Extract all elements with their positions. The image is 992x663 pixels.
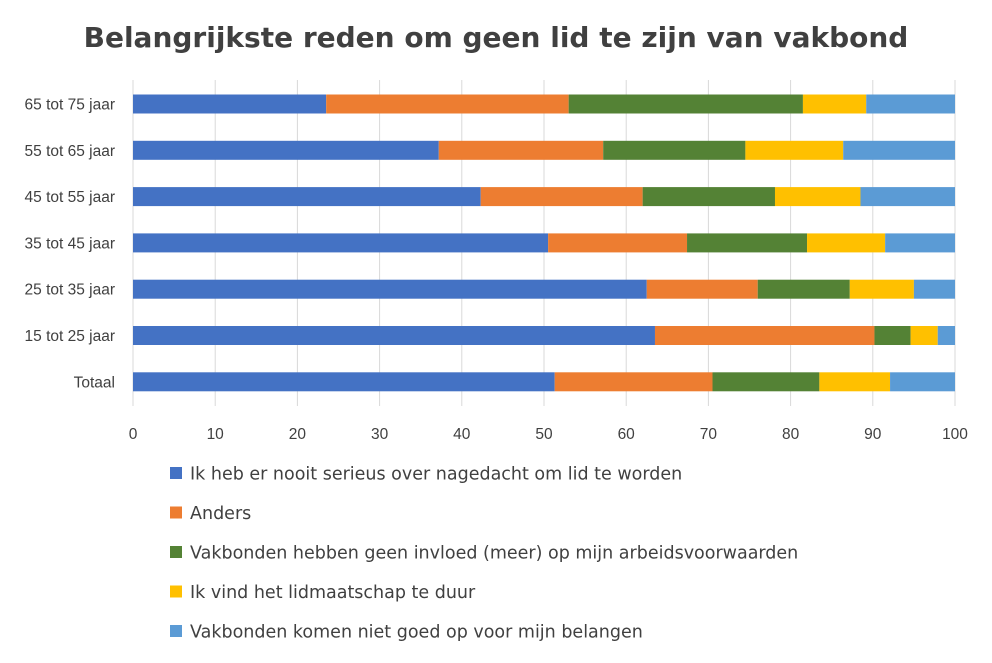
x-tick-label: 10 bbox=[207, 426, 225, 443]
bar-segment bbox=[774, 187, 861, 207]
bar-segment bbox=[568, 94, 803, 114]
x-tick-label: 50 bbox=[535, 426, 553, 443]
bar-segment bbox=[133, 326, 655, 345]
bar-segment bbox=[642, 187, 775, 207]
bar-segment bbox=[910, 326, 938, 345]
legend-item: Vakbonden komen niet goed op voor mijn b… bbox=[170, 623, 643, 643]
bar-segment bbox=[874, 326, 911, 345]
bar-segment bbox=[712, 372, 820, 392]
bar-segment bbox=[133, 372, 555, 392]
bar-segment bbox=[802, 94, 867, 114]
bar-segment bbox=[745, 140, 844, 160]
bar-segment bbox=[654, 326, 875, 345]
bar-segment bbox=[480, 187, 643, 207]
x-tick-label: 30 bbox=[371, 426, 389, 443]
legend-label: Anders bbox=[190, 504, 251, 524]
category-label: 35 tot 45 jaar bbox=[25, 235, 115, 252]
legend-swatch bbox=[170, 467, 182, 479]
category-labels: 65 tot 75 jaar 55 tot 65 jaar 45 tot 55 ja… bbox=[25, 97, 115, 392]
x-tick-label: 20 bbox=[289, 426, 307, 443]
x-tick-label: 60 bbox=[618, 426, 636, 443]
legend-label: Ik heb er nooit serieus over nagedacht o… bbox=[190, 465, 682, 485]
legend-item: Ik heb er nooit serieus over nagedacht o… bbox=[170, 465, 682, 485]
x-tick-label: 90 bbox=[864, 426, 882, 443]
legend-item: Ik vind het lidmaatschap te duur bbox=[170, 583, 476, 603]
x-tick-label: 100 bbox=[942, 426, 968, 443]
bars bbox=[133, 94, 955, 392]
bar-segment bbox=[913, 279, 955, 299]
legend-swatch bbox=[170, 585, 182, 598]
bar-segment bbox=[687, 233, 808, 253]
bar-segment bbox=[133, 187, 481, 207]
x-tick-label: 80 bbox=[782, 426, 800, 443]
bar-segment bbox=[860, 187, 955, 207]
category-label: Totaal bbox=[74, 374, 115, 391]
legend-label: Vakbonden komen niet goed op voor mijn b… bbox=[190, 623, 643, 643]
category-label: 15 tot 25 jaar bbox=[25, 328, 115, 345]
category-label: 65 tot 75 jaar bbox=[25, 97, 115, 114]
legend-swatch bbox=[170, 546, 182, 558]
legend-swatch bbox=[170, 625, 182, 637]
chart-title: Belangrijkste reden om geen lid te zijn … bbox=[84, 21, 909, 54]
bar-segment bbox=[849, 279, 914, 299]
legend-label: Ik vind het lidmaatschap te duur bbox=[190, 583, 476, 603]
x-tick-label: 40 bbox=[453, 426, 471, 443]
legend-label: Vakbonden hebben geen invloed (meer) op … bbox=[190, 544, 798, 564]
category-label: 25 tot 35 jaar bbox=[25, 282, 115, 299]
bar-segment bbox=[807, 233, 886, 253]
category-label: 45 tot 55 jaar bbox=[25, 189, 115, 206]
bar-segment bbox=[133, 279, 647, 299]
bar-segment bbox=[438, 140, 604, 160]
bar-segment bbox=[819, 372, 891, 392]
bar-segment bbox=[937, 326, 955, 345]
bar-segment bbox=[133, 140, 439, 160]
x-tick-label: 70 bbox=[700, 426, 718, 443]
bar-segment bbox=[133, 94, 327, 114]
bar-segment bbox=[885, 233, 955, 253]
bar-segment bbox=[603, 140, 746, 160]
category-label: 55 tot 65 jaar bbox=[25, 143, 115, 160]
bar-segment bbox=[866, 94, 955, 114]
bar-segment bbox=[646, 279, 758, 299]
bar-segment bbox=[326, 94, 569, 114]
bar-segment bbox=[757, 279, 850, 299]
legend: Ik heb er nooit serieus over nagedacht o… bbox=[170, 465, 798, 643]
bar-segment bbox=[890, 372, 955, 392]
bar-segment bbox=[548, 233, 688, 253]
x-tick-labels: 0 10 20 30 40 50 60 70 80 90 100 bbox=[129, 426, 969, 443]
legend-item: Vakbonden hebben geen invloed (meer) op … bbox=[170, 544, 798, 564]
bar-segment bbox=[133, 233, 549, 253]
bar-segment bbox=[843, 140, 955, 160]
bar-segment bbox=[554, 372, 713, 392]
legend-swatch bbox=[170, 506, 182, 519]
x-tick-label: 0 bbox=[129, 426, 138, 443]
legend-item: Anders bbox=[170, 504, 251, 524]
